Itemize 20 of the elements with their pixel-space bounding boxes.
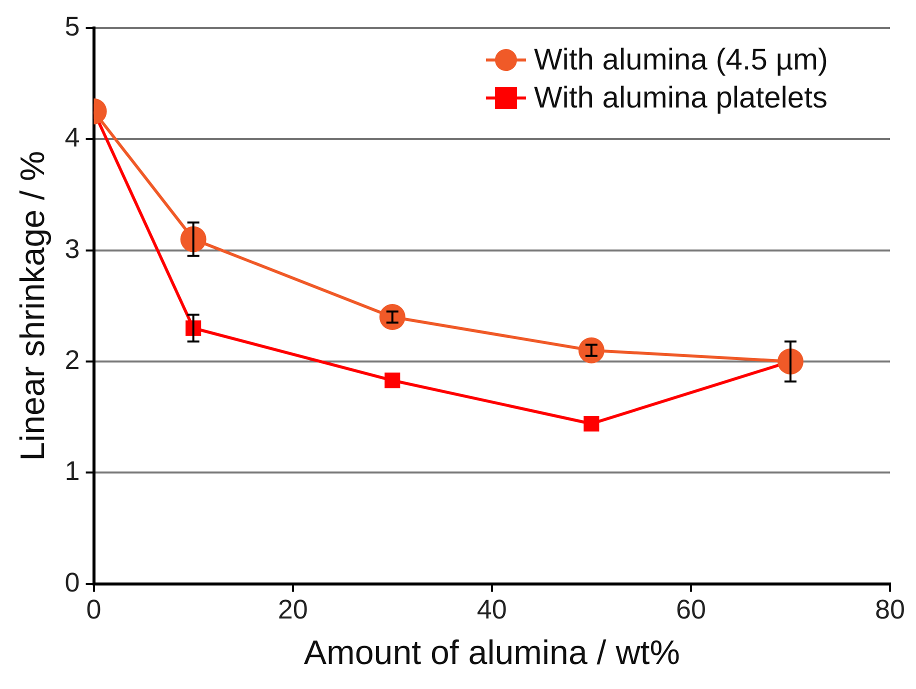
x-tick-label: 20 (278, 594, 308, 624)
point (584, 416, 600, 432)
x-axis-title: Amount of alumina / wt% (304, 634, 680, 672)
point (180, 226, 206, 252)
y-tick-label: 4 (64, 122, 80, 153)
point (578, 337, 604, 364)
y-tick-label: 1 (64, 456, 80, 486)
x-tick-label: 80 (874, 594, 906, 624)
y-axis-title: Linear shrinkage / % (14, 150, 52, 461)
legend-label: With alumina platelets (534, 81, 828, 114)
x-tick-label: 0 (86, 594, 102, 624)
legend-label: With alumina (4.5 µm) (534, 43, 828, 76)
point (379, 304, 406, 330)
point (384, 372, 400, 388)
x-tick-label: 40 (476, 594, 507, 624)
y-tick-label: 0 (64, 567, 80, 598)
y-tick-label: 5 (64, 11, 80, 42)
y-tick-label: 3 (64, 234, 80, 264)
y-tick-label: 2 (64, 344, 80, 375)
x-tick-label: 60 (676, 594, 706, 624)
